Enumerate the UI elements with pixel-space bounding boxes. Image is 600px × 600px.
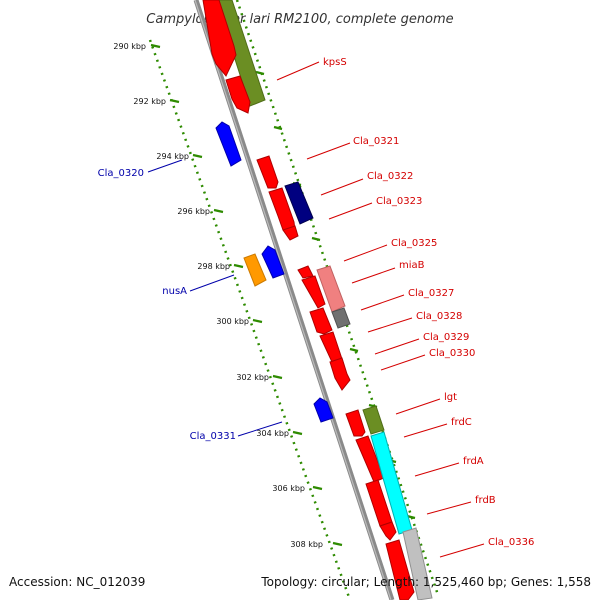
gene-label: Cla_0329 — [423, 332, 469, 343]
gene-nusA-blue — [261, 245, 285, 279]
accession-text: Accession: NC_012039 — [9, 575, 145, 589]
gene-label: Cla_0325 — [391, 238, 437, 249]
gene-label: Cla_0322 — [367, 171, 413, 182]
gene-Cla_0321 — [256, 155, 279, 189]
gene-lgt — [345, 409, 366, 437]
gene-Cla_0330 — [319, 331, 344, 363]
leader-line — [147, 159, 183, 173]
gene-Cla_0327 — [301, 275, 326, 309]
gene-label: Cla_0328 — [416, 311, 462, 322]
kbp-label: 308 kbp — [290, 540, 323, 549]
kbp-label: 292 kbp — [133, 97, 166, 106]
reverse-genes — [215, 121, 334, 423]
leader-line — [374, 338, 420, 355]
tick-mark — [169, 98, 180, 104]
gene-nusA — [243, 253, 267, 287]
leader-line — [403, 423, 448, 438]
tick-mark — [150, 43, 161, 49]
gene-label: miaB — [399, 260, 425, 271]
tick-mark — [272, 374, 283, 380]
gene-label: Cla_0320 — [98, 168, 144, 179]
kbp-labels: 290 kbp 292 kbp 294 kbp 296 kbp 298 kbp … — [113, 42, 323, 549]
forward-genes — [202, 0, 433, 600]
kbp-label: 302 kbp — [236, 373, 269, 382]
gene-Cla_0336-gray — [402, 527, 433, 600]
gene-label: Cla_0330 — [429, 348, 475, 359]
tick-mark — [213, 208, 224, 214]
left-leader-lines — [147, 159, 283, 437]
gene-kpsS-red1 — [202, 0, 237, 77]
gene-label: frdC — [451, 417, 472, 428]
gene-frdC — [362, 405, 385, 435]
kbp-label: 290 kbp — [113, 42, 146, 51]
topology-text: Topology: circular; Length: 1,525,460 bp… — [260, 575, 591, 589]
kbp-tick-marks — [150, 43, 343, 547]
gene-Cla_0336 — [385, 539, 415, 600]
leader-line — [367, 317, 413, 333]
gene-Cla_0325 — [297, 265, 314, 279]
map-title: Campylobacter lari RM2100, complete geno… — [146, 12, 453, 27]
leader-line — [351, 267, 396, 284]
genome-backbone — [193, 0, 395, 600]
kbp-label: 298 kbp — [197, 262, 230, 271]
right-leader-lines — [276, 61, 485, 558]
tick-mark — [311, 236, 321, 242]
gene-label: nusA — [162, 286, 187, 297]
gene-label: Cla_0331 — [190, 431, 236, 442]
gene-kpsS-green — [215, 0, 266, 107]
leader-line — [439, 543, 485, 558]
gene-label: lgt — [444, 392, 457, 403]
inner-dotted-track — [148, 39, 352, 600]
leader-line — [189, 274, 235, 292]
gene-kpsS-red2 — [225, 75, 251, 114]
gene-label: frdA — [463, 456, 484, 467]
kbp-label: 296 kbp — [177, 207, 210, 216]
gene-label: kpsS — [323, 57, 347, 68]
left-gene-labels: Cla_0320 nusA Cla_0331 — [98, 168, 236, 442]
kbp-label: 304 kbp — [256, 429, 289, 438]
leader-line — [306, 142, 351, 160]
gene-label: frdB — [475, 495, 496, 506]
gene-label: Cla_0321 — [353, 136, 399, 147]
gene-Cla_0329 — [309, 307, 333, 335]
gene-label: Cla_0323 — [376, 196, 422, 207]
gene-label: Cla_0336 — [488, 537, 534, 548]
leader-line — [320, 178, 364, 196]
tick-mark — [349, 347, 359, 353]
gene-Cla_0330b — [329, 357, 351, 391]
tick-mark — [233, 263, 244, 269]
tick-mark — [255, 70, 265, 76]
gene-Cla_0322 — [284, 181, 314, 225]
leader-line — [426, 501, 472, 515]
genome-backbone-highlight — [194, 0, 392, 600]
leader-line — [343, 244, 388, 262]
kbp-label: 300 kbp — [216, 317, 249, 326]
leader-line — [237, 421, 283, 437]
gene-Cla_0331 — [313, 397, 334, 423]
leader-line — [380, 354, 426, 371]
gene-Cla_0328 — [331, 307, 351, 329]
kbp-label: 294 kbp — [156, 152, 189, 161]
gene-miaB — [316, 265, 346, 313]
leader-line — [328, 202, 373, 220]
leader-line — [276, 61, 320, 81]
right-gene-labels: kpsS Cla_0321 Cla_0322 Cla_0323 Cla_0325… — [323, 57, 534, 548]
tick-mark — [292, 430, 303, 436]
tick-mark — [192, 153, 203, 159]
leader-line — [395, 398, 441, 415]
kbp-label: 306 kbp — [272, 484, 305, 493]
leader-line — [414, 462, 460, 477]
tick-mark — [312, 485, 323, 491]
tick-mark — [252, 318, 263, 324]
gene-label: Cla_0327 — [408, 288, 454, 299]
gene-Cla_0323-tip — [282, 225, 299, 241]
gene-frdB-tip — [379, 521, 397, 541]
gene-Cla_0320 — [215, 121, 242, 167]
leader-line — [360, 294, 405, 311]
tick-mark — [273, 125, 283, 131]
tick-mark — [332, 541, 343, 547]
